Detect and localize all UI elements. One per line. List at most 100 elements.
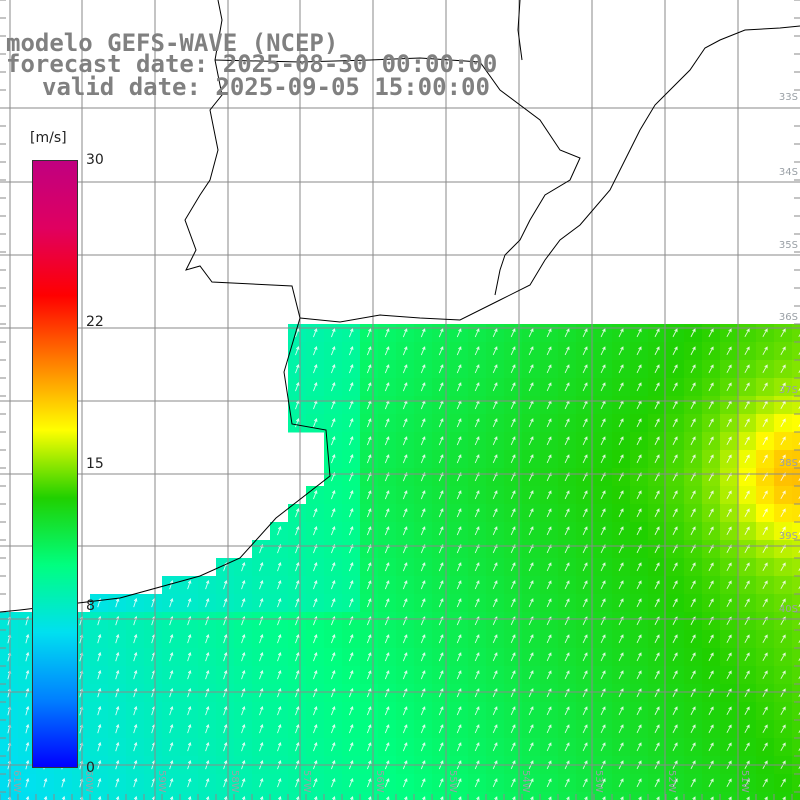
wind-arrow (348, 742, 354, 752)
wind-arrow (510, 742, 516, 752)
wind-arrow (97, 741, 102, 752)
wind-arrow (313, 328, 318, 338)
field-cell (576, 792, 595, 800)
wind-arrow (708, 382, 714, 392)
wind-arrow (528, 688, 534, 698)
wind-arrow (25, 669, 30, 680)
wind-arrow (438, 724, 444, 734)
field-cell (666, 792, 685, 800)
wind-arrow (582, 706, 588, 716)
wind-arrow (564, 508, 570, 518)
wind-arrow (744, 670, 750, 680)
field-cell (792, 360, 800, 379)
wind-arrow (618, 778, 624, 788)
wind-arrow (440, 796, 444, 800)
field-cell (36, 792, 55, 800)
wind-arrow (313, 598, 318, 608)
wind-arrow (474, 490, 480, 500)
field-cell (792, 450, 800, 469)
wind-arrow (690, 436, 696, 446)
wind-arrow (43, 795, 48, 800)
wind-arrow (277, 652, 282, 662)
wind-arrow (780, 598, 786, 608)
wind-arrow (259, 778, 264, 788)
longitude-label: 58W (229, 770, 240, 793)
wind-arrow (546, 328, 552, 338)
wind-arrow (492, 724, 498, 734)
wind-arrow (25, 723, 30, 734)
wind-arrow (708, 778, 714, 788)
wind-arrow (277, 706, 282, 716)
wind-arrow (780, 328, 786, 338)
wind-arrow (726, 526, 732, 536)
longitude-label: 57W (301, 770, 312, 793)
wind-arrow (528, 670, 534, 680)
wind-arrow (384, 418, 390, 428)
wind-arrow (330, 634, 336, 644)
wind-arrow (780, 382, 786, 392)
wind-arrow (223, 795, 228, 800)
wind-arrow (492, 328, 498, 338)
wind-arrow (313, 742, 318, 752)
wind-arrow (438, 598, 444, 608)
field-cell (108, 792, 127, 800)
wind-arrow (546, 742, 552, 752)
field-cell (630, 792, 649, 800)
wind-arrow (241, 687, 246, 698)
wind-arrow (726, 580, 732, 590)
wind-arrow (546, 598, 552, 608)
wind-arrow (348, 670, 354, 680)
wind-arrow (564, 652, 570, 662)
wind-arrow (636, 418, 642, 428)
wind-arrow (330, 508, 336, 518)
wind-arrow (726, 346, 732, 356)
wind-arrow (259, 670, 264, 680)
wind-arrow (277, 634, 282, 644)
wind-arrow (690, 670, 696, 680)
wind-arrow (744, 364, 750, 374)
wind-arrow (169, 669, 174, 680)
wind-arrow (366, 598, 372, 608)
wind-arrow (25, 687, 30, 698)
wind-arrow (762, 688, 768, 698)
field-cell (792, 612, 800, 631)
wind-arrow (636, 526, 642, 536)
wind-arrow (115, 687, 120, 698)
wind-arrow (654, 526, 660, 536)
wind-arrow (330, 670, 336, 680)
wind-arrow (726, 562, 732, 572)
wind-arrow (348, 688, 354, 698)
longitude-label: 56W (374, 770, 385, 793)
wind-arrow (205, 651, 210, 662)
wind-arrow (672, 634, 678, 644)
field-cell (792, 684, 800, 703)
wind-arrow (438, 382, 444, 392)
wind-arrow (690, 328, 696, 338)
wind-arrow (654, 742, 660, 752)
wind-arrow (115, 741, 120, 752)
wind-arrow (636, 742, 642, 752)
wind-arrow (384, 652, 390, 662)
wind-arrow (187, 795, 192, 800)
wind-arrow (277, 796, 282, 800)
wind-arrow (690, 490, 696, 500)
wind-arrow (295, 598, 300, 608)
wind-arrow (458, 796, 462, 800)
wind-arrow (402, 598, 408, 608)
wind-arrow (494, 796, 498, 800)
wind-arrow (582, 562, 588, 572)
wind-arrow (618, 670, 624, 680)
wind-arrow (348, 598, 354, 608)
wind-arrow (313, 490, 318, 500)
wind-vectors (7, 328, 800, 800)
field-cell (792, 504, 800, 523)
wind-arrow (510, 526, 516, 536)
wind-arrow (384, 526, 390, 536)
wind-arrow (402, 508, 408, 518)
wind-arrow (672, 778, 678, 788)
wind-arrow (43, 777, 48, 788)
wind-arrow (564, 490, 570, 500)
wind-arrow (528, 328, 534, 338)
wind-arrow (330, 364, 336, 374)
wind-arrow (456, 652, 462, 662)
